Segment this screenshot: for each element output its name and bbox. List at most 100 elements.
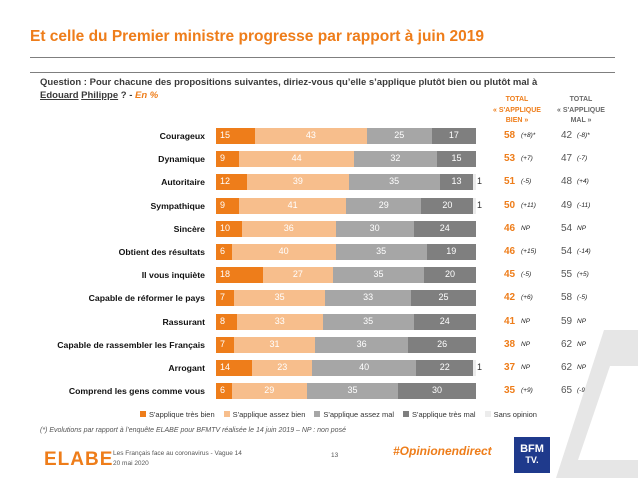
segment-value-label: 9 [220,153,226,164]
bar-segment: 25 [411,290,476,307]
total-mal-delta: (-5) [577,294,588,302]
stacked-bar: 6 29 35 30 [216,383,476,400]
chart-row: Dynamique 9 44 32 15 53 (+7) 47 (-7) [0,151,638,169]
segment-value-label: 27 [292,269,303,280]
total-bien-delta: NP [521,317,531,325]
question-name-last: Philippe [81,89,119,101]
segment-value-label: 6 [220,385,226,396]
total-mal-delta: (-11) [577,201,591,209]
elabe-logo: ELABE [44,449,114,470]
chart-legend: S'applique très bien S'applique assez bie… [140,410,546,419]
chart-row: Capable de réformer le pays 7 35 33 25 42 (+6)… [0,290,638,308]
bar-segment: 1 [473,197,482,214]
total-mal-value: 54 [561,222,573,234]
segment-value-label: 33 [274,315,285,326]
chart-row: Autoritaire 12 39 35 13 1 51 (-5) 48 (+4) [0,174,638,192]
bar-segment: 29 [346,197,422,214]
source-line-1: Les Français face au coronavirus - Vague… [113,450,242,457]
total-bien-delta: NP [521,340,531,348]
stacked-bar: 7 31 36 26 [216,336,476,353]
total-mal-value: 42 [561,130,573,141]
category-label: Capable de réformer le pays [88,293,205,304]
legend-label: S'applique très bien [149,410,215,419]
segment-value-label: 35 [347,385,358,396]
bar-segment: 33 [325,290,411,307]
legend-swatch [314,411,321,417]
legend-label: S'applique assez mal [323,410,395,419]
title-divider [30,57,615,58]
total-mal-delta: NP [577,340,587,348]
stacked-bar: 14 23 40 22 1 [216,360,482,376]
segment-value-label: 1 [476,362,482,372]
total-bien-delta: (-5) [521,178,532,186]
header-total-bien-l3: BIEN » [505,117,529,124]
segment-value-label: 7 [220,292,226,303]
decorative-triangle-icon [556,330,638,478]
stacked-bar: 15 43 25 17 [216,128,476,144]
chart-row: Obtient des résultats 6 40 35 19 46 (+15) 54 (-1… [0,244,638,262]
total-mal-value: 62 [561,338,573,350]
bar-segment: 6 [216,383,232,400]
bar-segment: 44 [239,151,354,168]
category-label: Arrogant [168,363,205,373]
segment-value-label: 32 [390,153,401,164]
footnote: (*) Evolutions par rapport à l’enquête E… [40,427,346,434]
bar-segment: 14 [216,360,253,376]
bar-segment: 33 [236,313,323,330]
bar-segment: 13 [439,174,474,191]
segment-value-label: 31 [269,338,280,349]
bar-segment: 39 [247,174,349,191]
total-mal-delta: NP [577,364,587,371]
bar-segment: 24 [413,313,476,330]
bar-segment: 6 [216,244,232,260]
total-mal-value: 54 [561,246,573,257]
segment-value-label: 35 [373,269,384,280]
segment-value-label: 6 [220,246,226,256]
legend-item: S'applique assez mal [314,410,394,419]
total-bien-value: 46 [504,246,516,257]
segment-value-label: 30 [431,385,442,396]
bar-segment: 31 [234,336,315,353]
total-mal-value: 48 [561,176,573,188]
total-bien-delta: (+8)* [521,132,536,139]
total-bien-value: 50 [504,199,516,211]
segment-value-label: 15 [451,153,462,164]
total-bien-value: 45 [504,269,516,281]
total-bien-delta: (+11) [521,201,536,209]
segment-value-label: 35 [274,292,285,303]
bar-segment: 24 [413,220,476,237]
chart-row: Arrogant 14 23 40 22 1 37 NP 62 NP [0,360,638,378]
total-bien-value: 53 [504,153,516,165]
question-name-first: Edouard [40,89,79,101]
total-mal-delta: (-8)* [577,132,590,139]
question-text: Question : Pour chacune des propositions… [40,77,560,102]
bar-segment: 36 [242,220,336,237]
segment-value-label: 40 [278,246,289,256]
total-mal-value: 59 [561,315,573,327]
stacked-bar: 9 41 29 20 1 [216,197,482,214]
segment-value-label: 24 [439,222,450,233]
bar-segment: 25 [366,128,432,144]
legend-swatch [223,411,230,417]
segment-value-label: 15 [220,130,231,140]
legend-item: S'applique très mal [403,410,476,419]
segment-value-label: 35 [363,315,374,326]
total-bien-value: 37 [504,362,516,373]
total-bien-value: 42 [504,292,516,304]
bfmtv-logo: BFM TV. [514,437,550,473]
category-label: Rassurant [162,316,206,327]
segment-value-label: 17 [448,130,459,140]
stacked-bar: 7 35 33 25 [216,290,476,307]
stacked-bar: 18 27 35 20 [216,267,476,284]
segment-value-label: 35 [376,246,387,256]
header-total-bien: TOTAL « S'APPLIQUE BIEN » [484,95,550,127]
bar-segment: 35 [335,244,427,260]
bar-segment: 15 [216,128,255,144]
segment-value-label: 41 [287,199,298,210]
header-total-bien-l2: « S'APPLIQUE [493,106,541,114]
category-label: Autoritaire [161,177,205,188]
legend-item: S'applique assez bien [223,410,305,419]
total-bien-value: 38 [504,338,516,350]
segment-value-label: 10 [220,222,231,233]
legend-swatch [140,411,146,417]
